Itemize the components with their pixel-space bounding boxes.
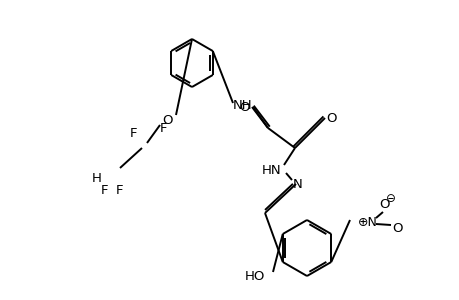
Text: NH: NH <box>233 98 252 112</box>
Text: O: O <box>162 113 173 127</box>
Text: F: F <box>116 184 123 197</box>
Text: F: F <box>160 122 168 134</box>
Text: HO: HO <box>244 271 264 284</box>
Text: ⊕N: ⊕N <box>357 215 377 229</box>
Text: O: O <box>239 100 250 113</box>
Text: HN: HN <box>262 164 281 176</box>
Text: O: O <box>326 112 336 124</box>
Text: O: O <box>392 221 403 235</box>
Text: H: H <box>92 172 102 184</box>
Text: F: F <box>101 184 108 197</box>
Text: ⊖: ⊖ <box>385 191 395 205</box>
Text: F: F <box>130 127 137 140</box>
Text: N: N <box>292 178 302 190</box>
Text: O: O <box>379 199 389 212</box>
